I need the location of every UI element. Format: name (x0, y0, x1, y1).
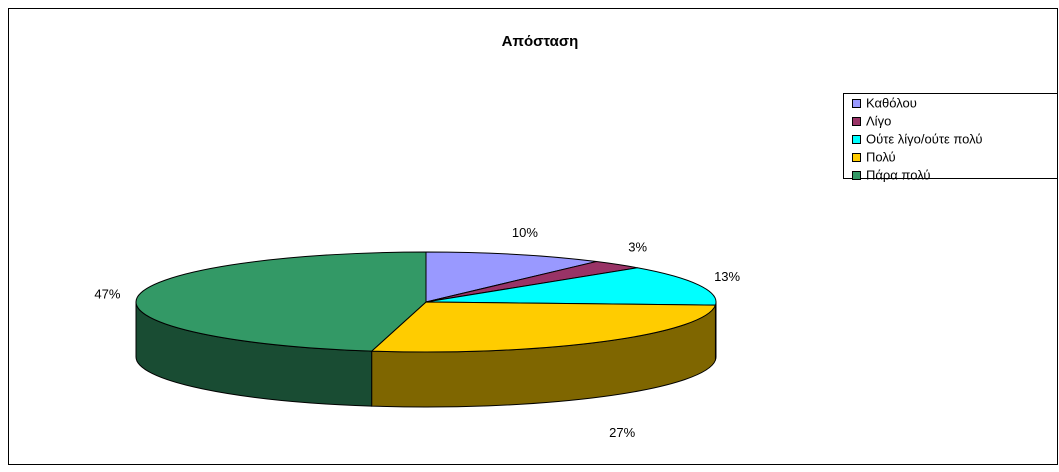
slice (425, 251, 597, 303)
data-label: 13% (714, 269, 740, 284)
legend-label: Πολύ (866, 149, 896, 164)
data-label: 27% (609, 425, 635, 440)
slice (370, 301, 717, 353)
legend-label: Ούτε λίγο/ούτε πολύ (866, 131, 982, 146)
legend-swatch (852, 171, 861, 180)
data-label: 47% (94, 287, 120, 302)
legend-swatch (852, 153, 861, 162)
data-label: 10% (512, 225, 538, 240)
slice (135, 251, 427, 352)
legend-label: Πάρα πολύ (866, 167, 931, 182)
chart-title: Απόσταση (502, 33, 579, 50)
legend-swatch (852, 99, 861, 108)
legend-label: Καθόλου (866, 95, 917, 110)
slice (425, 267, 717, 306)
data-label: 3% (628, 239, 647, 254)
legend-swatch (852, 117, 861, 126)
legend-box (843, 93, 1058, 179)
legend-swatch (852, 135, 861, 144)
legend-label: Λίγο (866, 113, 891, 128)
